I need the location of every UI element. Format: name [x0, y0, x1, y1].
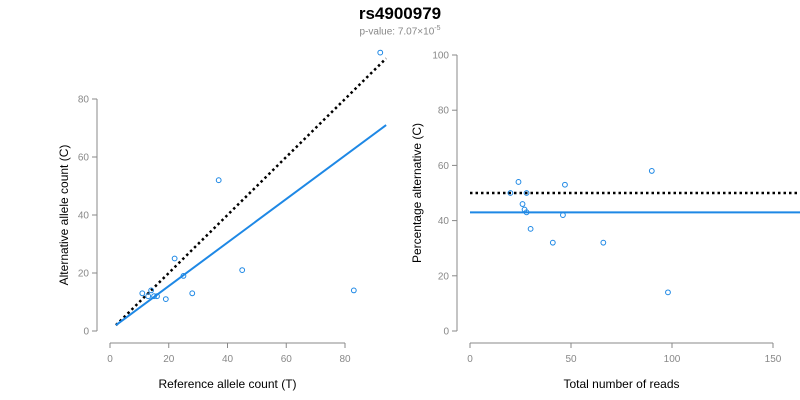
y-tick-label-right: 0	[443, 327, 449, 338]
data-point-right	[523, 209, 530, 216]
data-point-left	[148, 287, 155, 294]
x-tick-label-right: 100	[664, 354, 681, 365]
data-point-left	[180, 273, 187, 279]
data-point-left	[377, 49, 384, 56]
y-tick-label-right: 40	[438, 216, 450, 227]
expected-line-left	[114, 57, 388, 327]
data-point-left	[239, 267, 246, 274]
y-axis-label-right: Percentage alternative (C)	[410, 123, 424, 263]
data-point-left	[154, 293, 160, 300]
x-tick-label-left: 0	[107, 354, 113, 365]
data-point-right	[527, 225, 534, 232]
plot-panel-left: 0 20 40 60 80 0 20 40 60 80 Reference allele count…	[57, 49, 388, 391]
data-point-left	[145, 293, 152, 300]
data-point-right	[562, 181, 568, 188]
y-tick-label-left: 20	[78, 269, 90, 280]
data-point-right	[648, 168, 655, 174]
y-tick-label-left: 80	[78, 95, 90, 106]
x-tick-label-right: 0	[467, 354, 473, 365]
y-tick-label-left: 40	[78, 211, 90, 222]
data-point-left	[162, 296, 169, 303]
data-point-left	[189, 290, 196, 297]
x-axis-label-left: Reference allele count (T)	[158, 377, 296, 391]
plot-panel-right: 0 50 100 150 0 20 40 60 80 100 Total number of rea…	[410, 51, 800, 391]
y-axis-label-left: Alternative allele count (C)	[57, 145, 71, 286]
x-tick-label-left: 20	[163, 354, 175, 365]
x-tick-label-left: 80	[339, 354, 351, 365]
data-point-right	[560, 212, 566, 218]
fit-line-left	[115, 124, 387, 327]
data-point-right	[600, 239, 607, 246]
x-tick-label-left: 40	[222, 354, 234, 365]
data-point-right	[665, 289, 671, 296]
p-value-text: p-value: 7.07×10	[359, 26, 435, 38]
data-point-right	[515, 179, 522, 185]
x-tick-label-left: 60	[281, 354, 293, 365]
data-point-left	[151, 293, 157, 300]
x-axis-label-right: Total number of reads	[563, 377, 679, 391]
data-point-left	[139, 290, 146, 297]
y-tick-label-right: 60	[438, 161, 450, 172]
data-point-left	[350, 287, 357, 294]
data-point-left	[215, 177, 222, 184]
data-point-right	[507, 190, 514, 196]
y-tick-label-left: 0	[83, 327, 89, 338]
p-value-exponent: -5	[434, 25, 441, 32]
y-tick-label-right: 20	[438, 271, 450, 282]
data-point-right	[523, 190, 530, 196]
chart-title: rs4900979	[358, 4, 442, 23]
y-tick-label-left: 60	[78, 153, 90, 164]
y-tick-label-right: 100	[432, 51, 449, 62]
y-tick-label-right: 80	[438, 106, 450, 117]
data-point-right	[549, 239, 556, 246]
data-point-left	[171, 255, 178, 262]
x-tick-label-right: 150	[765, 354, 782, 365]
chart-subtitle: p-value: 7.07×10-5	[0, 25, 800, 37]
data-point-right	[519, 201, 526, 207]
x-tick-label-right: 50	[565, 354, 577, 365]
